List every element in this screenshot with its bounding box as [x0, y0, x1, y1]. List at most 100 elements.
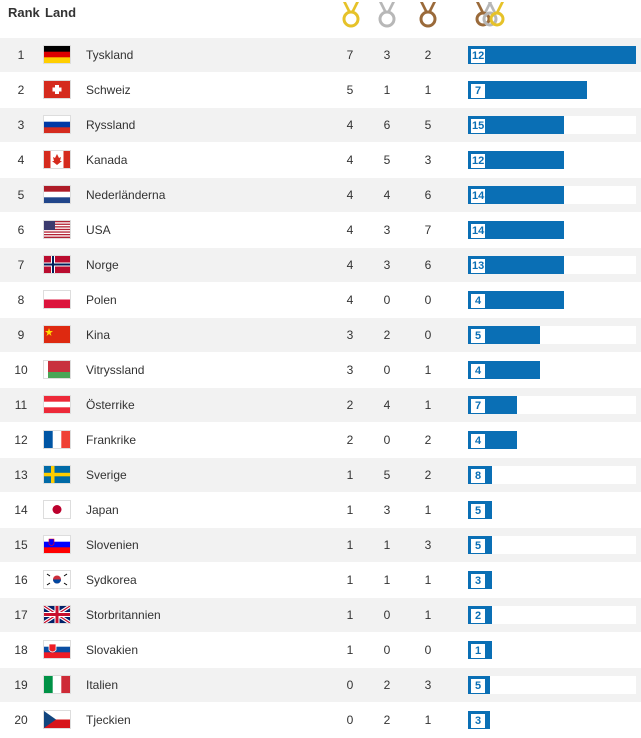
country-name: Tyskland	[86, 48, 134, 62]
rank-cell: 2	[17, 83, 25, 97]
total-count: 3	[470, 573, 486, 589]
flag-jp-icon	[44, 501, 70, 518]
silver-count: 2	[383, 328, 391, 342]
total-count: 4	[470, 363, 486, 379]
rank-cell: 10	[14, 363, 28, 377]
table-row: 8 Polen 4 0 0 4	[0, 282, 641, 317]
table-row: 16 Sydkorea 1 1 1 3	[0, 562, 641, 597]
gold-count: 4	[346, 118, 354, 132]
bronze-count: 1	[424, 398, 432, 412]
total-count: 8	[470, 468, 486, 484]
total-count: 5	[470, 328, 486, 344]
gold-count: 2	[346, 433, 354, 447]
total-count: 3	[470, 713, 486, 729]
table-row: 11 Österrike 2 4 1 7	[0, 387, 641, 422]
flag-sk-icon	[44, 641, 70, 658]
country-name: Schweiz	[86, 83, 131, 97]
total-bar: 7	[468, 81, 636, 99]
bronze-count: 2	[424, 433, 432, 447]
total-count: 14	[470, 223, 487, 239]
total-bar-fill	[468, 256, 564, 274]
country-name: Frankrike	[86, 433, 137, 447]
country-name: Sydkorea	[86, 573, 137, 587]
flag-fr-icon	[44, 431, 70, 448]
total-count: 5	[470, 503, 486, 519]
silver-count: 3	[383, 48, 391, 62]
rank-cell: 8	[17, 293, 25, 307]
total-bar: 8	[468, 466, 636, 484]
bronze-count: 7	[424, 223, 432, 237]
bronze-count: 1	[424, 503, 432, 517]
flag-at-icon	[44, 396, 70, 413]
total-count: 14	[470, 188, 487, 204]
rank-cell: 20	[14, 713, 28, 727]
bronze-count: 3	[424, 153, 432, 167]
country-name: Slovakien	[86, 643, 139, 657]
total-bar-fill	[468, 46, 636, 64]
gold-count: 5	[346, 83, 354, 97]
flag-it-icon	[44, 676, 70, 693]
total-bar: 13	[468, 256, 636, 274]
bronze-count: 5	[424, 118, 432, 132]
total-bar: 1	[468, 641, 636, 659]
bronze-count: 3	[424, 678, 432, 692]
flag-nl-icon	[44, 186, 70, 203]
silver-count: 0	[383, 643, 391, 657]
bronze-count: 6	[424, 188, 432, 202]
gold-count: 2	[346, 398, 354, 412]
silver-count: 1	[383, 573, 391, 587]
table-row: 12 Frankrike 2 0 2 4	[0, 422, 641, 457]
flag-si-icon	[44, 536, 70, 553]
country-name: Ryssland	[86, 118, 136, 132]
gold-count: 7	[346, 48, 354, 62]
country-name: USA	[86, 223, 111, 237]
bronze-count: 0	[424, 293, 432, 307]
total-bar-fill	[468, 221, 564, 239]
total-medals-icon	[475, 2, 505, 27]
silver-count: 2	[383, 713, 391, 727]
country-name: Österrike	[86, 398, 135, 412]
bronze-count: 1	[424, 83, 432, 97]
total-bar: 7	[468, 396, 636, 414]
gold-count: 1	[346, 608, 354, 622]
total-bar: 5	[468, 536, 636, 554]
total-bar-fill	[468, 81, 587, 99]
table-row: 10 Vitryssland 3 0 1 4	[0, 352, 641, 387]
rank-cell: 6	[17, 223, 25, 237]
flag-by-icon	[44, 361, 70, 378]
silver-count: 4	[383, 398, 391, 412]
country-name: Japan	[86, 503, 119, 517]
table-row: 3 Ryssland 4 6 5 15	[0, 107, 641, 142]
country-name: Tjeckien	[86, 713, 131, 727]
table-row: 2 Schweiz 5 1 1 7	[0, 72, 641, 107]
bronze-count: 0	[424, 328, 432, 342]
bronze-count: 3	[424, 538, 432, 552]
country-name: Nederländerna	[86, 188, 166, 202]
total-count: 2	[470, 608, 486, 624]
gold-count: 0	[346, 713, 354, 727]
total-bar: 5	[468, 326, 636, 344]
silver-count: 0	[383, 608, 391, 622]
total-bar-fill	[468, 116, 564, 134]
silver-count: 3	[383, 503, 391, 517]
total-bar: 5	[468, 676, 636, 694]
total-count: 12	[470, 48, 487, 64]
silver-count: 1	[383, 83, 391, 97]
silver-count: 5	[383, 153, 391, 167]
silver-count: 4	[383, 188, 391, 202]
total-bar: 5	[468, 501, 636, 519]
table-row: 13 Sverige 1 5 2 8	[0, 457, 641, 492]
country-name: Kina	[86, 328, 111, 342]
bronze-count: 2	[424, 48, 432, 62]
total-bar: 14	[468, 186, 636, 204]
silver-count: 1	[383, 538, 391, 552]
total-bar: 12	[468, 46, 636, 64]
silver-count: 6	[383, 118, 391, 132]
bronze-count: 1	[424, 573, 432, 587]
total-bar-fill	[468, 326, 540, 344]
table-row: 17 Storbritannien 1 0 1 2	[0, 597, 641, 632]
rank-cell: 7	[17, 258, 25, 272]
table-header: Rank Land	[0, 0, 641, 37]
bronze-count: 0	[424, 643, 432, 657]
country-name: Storbritannien	[86, 608, 161, 622]
